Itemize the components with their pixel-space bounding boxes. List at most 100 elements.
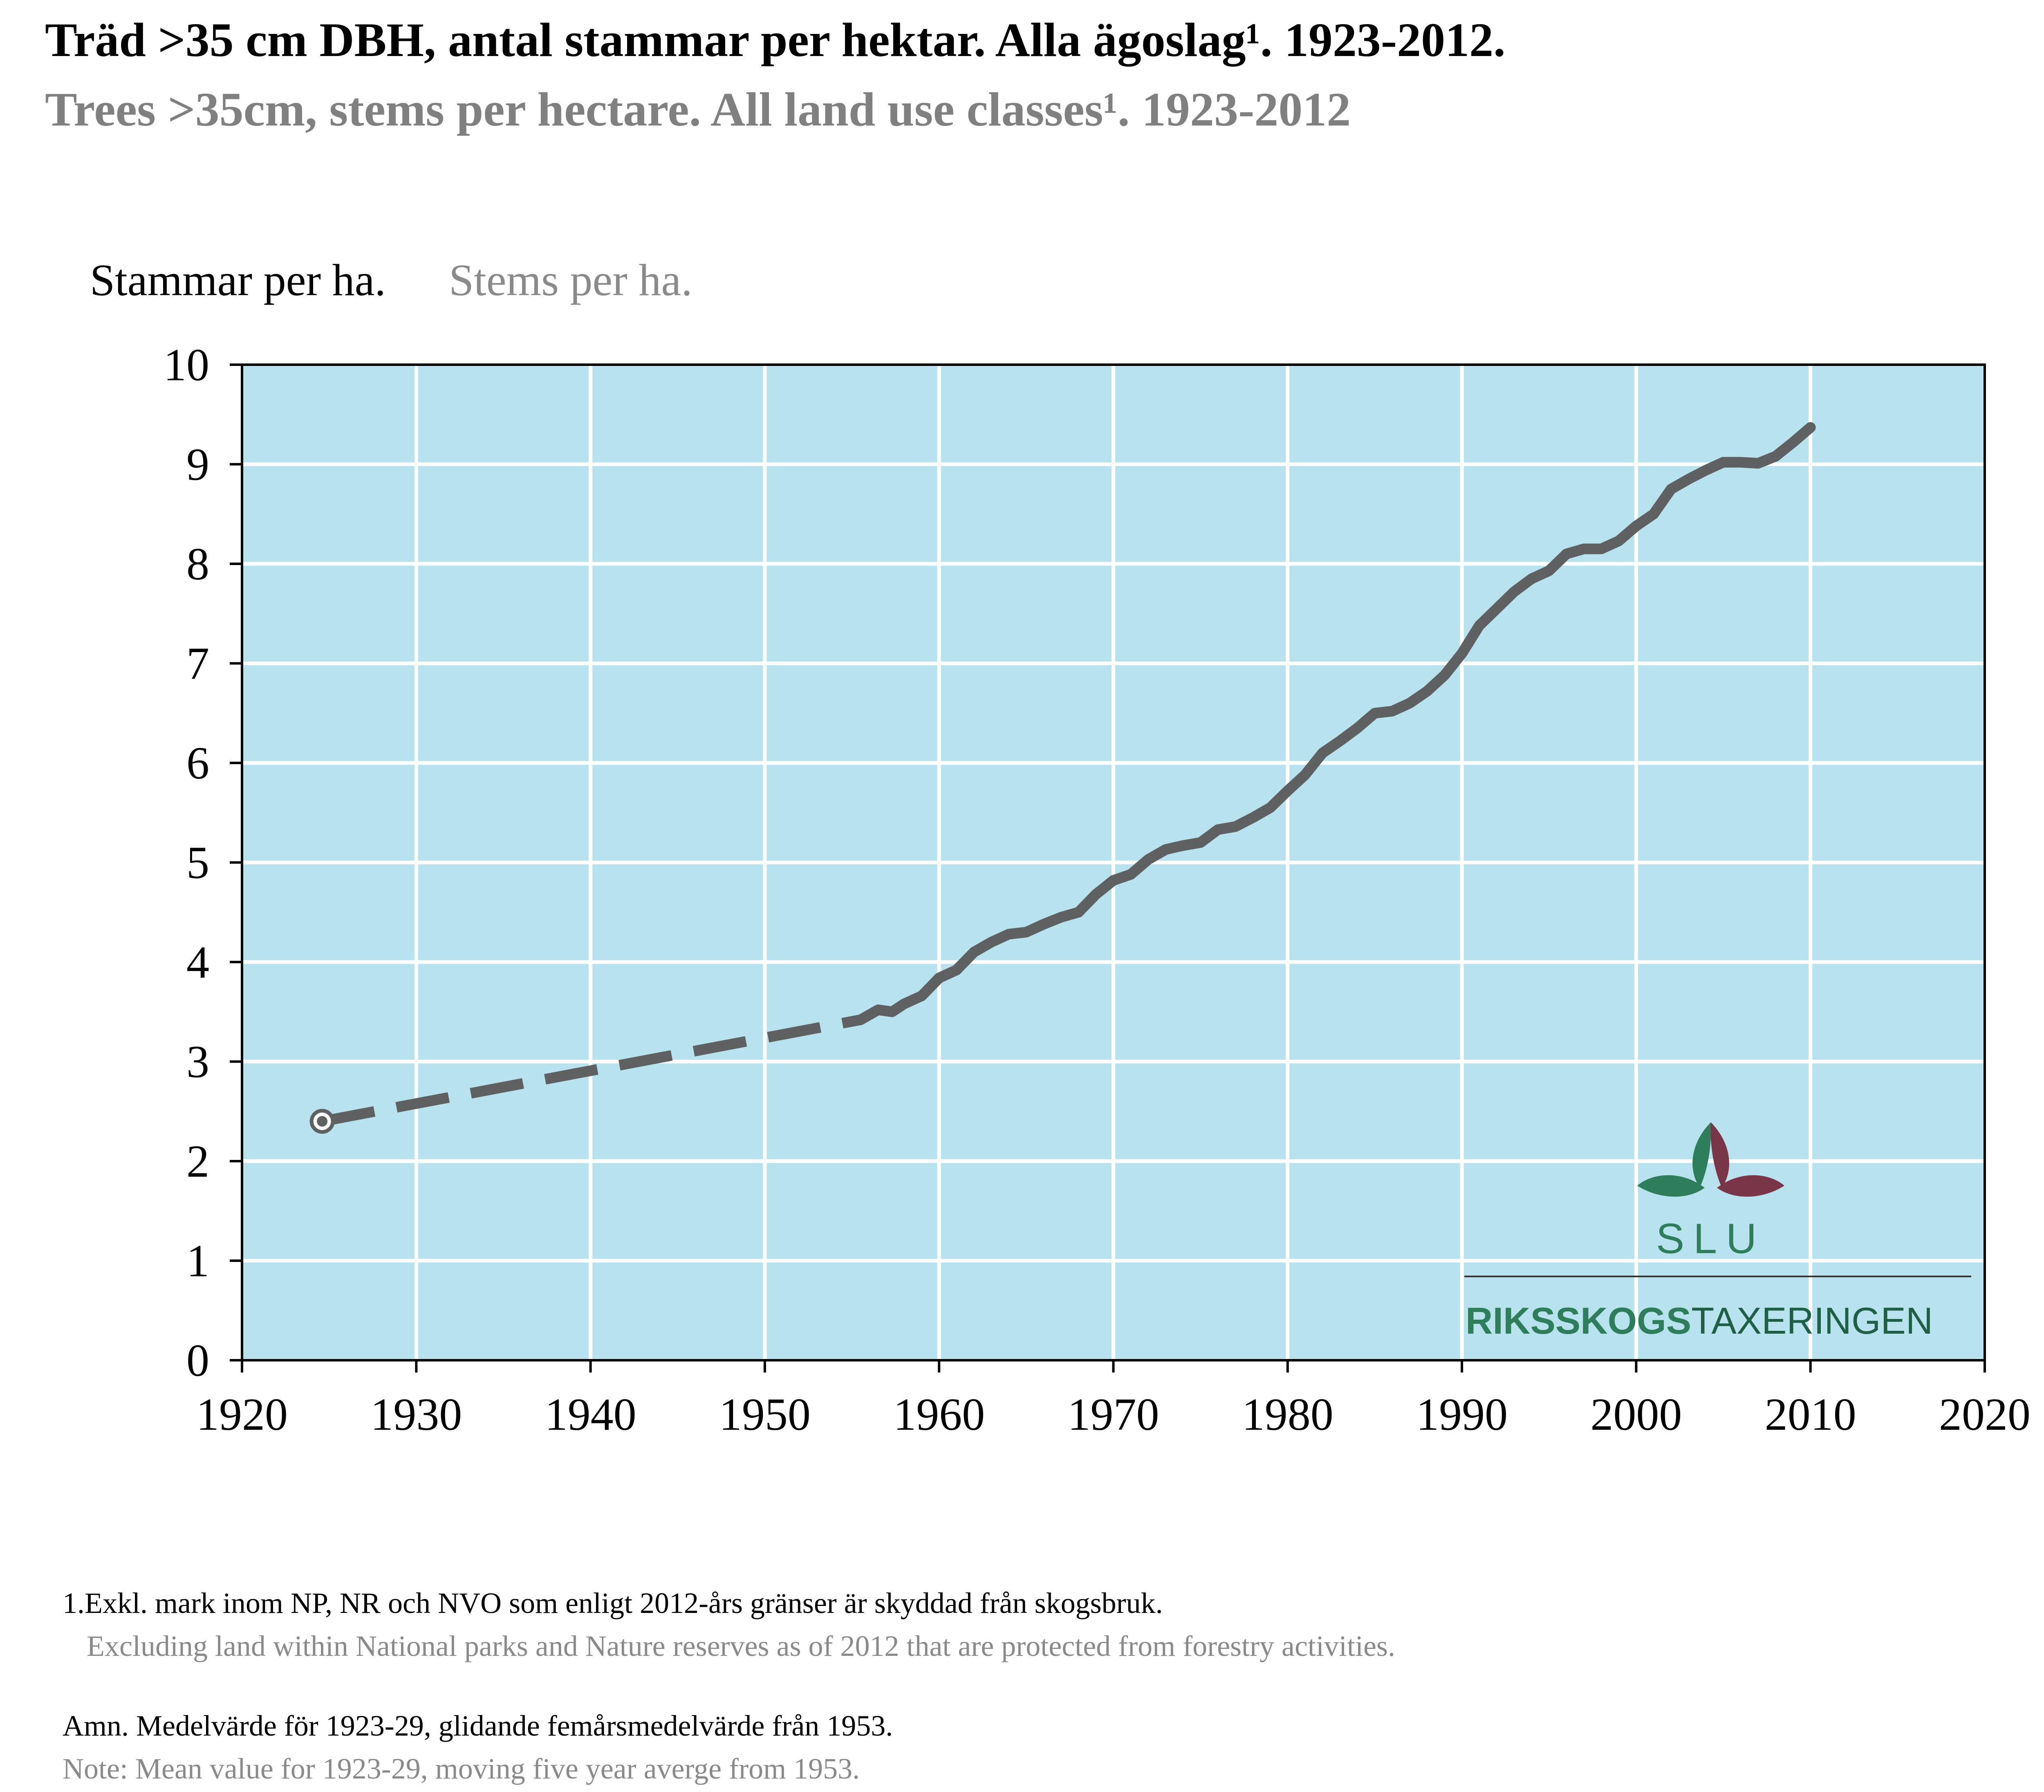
y-axis-label-english: Stems per ha. xyxy=(449,255,693,305)
slu-riksskogstaxeringen-logo: SLU RIKSSKOGSTAXERINGEN xyxy=(1464,1122,1971,1342)
data-point-1-24 xyxy=(1269,807,1271,809)
riksskogstaxeringen-wordmark: RIKSSKOGSTAXERINGEN xyxy=(1466,1300,1933,1342)
data-point-1-31 xyxy=(1391,710,1393,712)
data-point-1-40 xyxy=(1548,570,1550,572)
data-point-1-14 xyxy=(1095,893,1097,895)
data-point-1-2 xyxy=(891,1011,893,1013)
chart: Stammar per ha. Stems per ha. SLU RIKSSKO… xyxy=(90,255,2031,1440)
footnote-2-english: Note: Mean value for 1923-29, moving fiv… xyxy=(63,1752,860,1785)
data-point-1-46 xyxy=(1653,513,1655,515)
data-point-1-25 xyxy=(1286,790,1289,792)
data-point-1-38 xyxy=(1513,591,1515,593)
axes: 1920 1930 1940 1950 1960 1970 1980 1990 2000 2010… xyxy=(164,340,2031,1440)
data-point-1-35 xyxy=(1461,653,1463,655)
data-point-1-11 xyxy=(1042,923,1044,925)
data-point-1-0 xyxy=(860,1019,862,1021)
chart-title-swedish: Träd >35 cm DBH, antal stammar per hekta… xyxy=(45,13,1506,67)
data-point-1-54 xyxy=(1792,441,1794,443)
data-point-1-20 xyxy=(1199,841,1201,843)
data-point-1-29 xyxy=(1356,727,1358,729)
data-point-1-7 xyxy=(973,951,975,953)
x-tick-label-1990: 1990 xyxy=(1416,1389,1508,1440)
data-point-1-47 xyxy=(1670,488,1672,490)
x-tick-label-1980: 1980 xyxy=(1242,1389,1334,1440)
slu-leaf-left-icon xyxy=(1637,1175,1705,1197)
data-point-1-3 xyxy=(903,1003,905,1005)
data-point-1-26 xyxy=(1304,774,1306,776)
data-point-1-1 xyxy=(877,1009,879,1011)
y-tick-label-10: 10 xyxy=(164,340,209,390)
y-axis-label-swedish: Stammar per ha. xyxy=(90,255,386,305)
data-point-1-52 xyxy=(1757,462,1759,464)
x-tick-label-1970: 1970 xyxy=(1068,1389,1159,1440)
data-point-1-33 xyxy=(1426,690,1428,692)
x-tick-label-2020: 2020 xyxy=(1939,1389,2031,1440)
data-point-1-51 xyxy=(1740,461,1742,463)
data-point-1-36 xyxy=(1478,624,1480,626)
data-point-1-8 xyxy=(991,941,993,943)
data-point-1-15 xyxy=(1112,879,1114,881)
data-point-1-22 xyxy=(1234,825,1236,828)
data-point-1-5 xyxy=(938,977,940,979)
data-point-1-41 xyxy=(1565,553,1567,555)
series-line-dashed xyxy=(321,1014,862,1127)
slu-leaf-red-icon xyxy=(1710,1122,1729,1188)
data-point-1-9 xyxy=(1008,933,1010,935)
data-point-1-12 xyxy=(1060,916,1062,918)
chart-title-english: Trees >35cm, stems per hectare. All land… xyxy=(45,83,1351,136)
data-point-1-34 xyxy=(1443,674,1446,676)
data-point-1-23 xyxy=(1252,816,1254,819)
data-point-1-10 xyxy=(1025,931,1027,933)
data-point-1-17 xyxy=(1147,859,1149,861)
data-point-1-30 xyxy=(1374,712,1376,714)
data-point-1-45 xyxy=(1635,525,1637,527)
x-tick-label-1920: 1920 xyxy=(196,1389,288,1440)
data-point-1-4 xyxy=(921,995,923,997)
y-tick-label-3: 3 xyxy=(186,1037,209,1088)
slu-leaf-right-icon xyxy=(1717,1175,1784,1197)
data-point-1-39 xyxy=(1531,578,1533,580)
data-point-1-6 xyxy=(955,969,957,971)
data-point-1-53 xyxy=(1775,455,1777,458)
y-tick-label-6: 6 xyxy=(186,738,209,789)
data-point-1-37 xyxy=(1496,608,1498,610)
data-point-1-48 xyxy=(1688,478,1690,480)
data-point-1-18 xyxy=(1165,848,1167,850)
data-point-1-21 xyxy=(1217,829,1219,831)
slu-leaf-green-icon xyxy=(1692,1122,1711,1188)
x-tick-label-2010: 2010 xyxy=(1765,1389,1856,1440)
data-point-1-27 xyxy=(1322,752,1324,754)
y-tick-label-8: 8 xyxy=(186,539,209,590)
y-tick-label-5: 5 xyxy=(186,838,209,888)
data-point-1-50 xyxy=(1722,461,1724,463)
footnote-1-english: Excluding land within National parks and… xyxy=(87,1630,1395,1662)
data-point-1-44 xyxy=(1618,540,1620,542)
x-tick-label-1940: 1940 xyxy=(545,1389,637,1440)
y-tick-label-9: 9 xyxy=(186,440,209,490)
y-tick-label-4: 4 xyxy=(186,937,209,988)
x-tick-label-2000: 2000 xyxy=(1590,1389,1682,1440)
footnote-1-swedish: 1.Exkl. mark inom NP, NR och NVO som enl… xyxy=(63,1587,1163,1619)
y-tick-label-7: 7 xyxy=(186,639,209,689)
data-point-1-32 xyxy=(1409,702,1411,704)
x-tick-label-1930: 1930 xyxy=(370,1389,462,1440)
y-tick-label-0: 0 xyxy=(186,1335,209,1386)
data-point-1-13 xyxy=(1078,911,1080,913)
data-point-1-42 xyxy=(1583,548,1585,550)
data-point-1-28 xyxy=(1339,740,1341,742)
x-tick-label-1960: 1960 xyxy=(893,1389,985,1440)
start-marker-inner xyxy=(317,1116,328,1127)
x-tick-label-1950: 1950 xyxy=(719,1389,811,1440)
y-tick-label-1: 1 xyxy=(186,1236,209,1287)
data-point-1-16 xyxy=(1130,873,1132,875)
slu-wordmark: SLU xyxy=(1656,1215,1766,1263)
data-point-1-19 xyxy=(1182,845,1184,847)
data-point-1-55 xyxy=(1809,426,1811,428)
data-point-1-43 xyxy=(1600,548,1602,550)
y-tick-label-2: 2 xyxy=(186,1136,209,1187)
data-point-1-49 xyxy=(1705,469,1707,471)
gridlines xyxy=(242,365,1985,1360)
series-line-solid xyxy=(855,422,1816,1025)
series-layer xyxy=(309,422,1816,1134)
